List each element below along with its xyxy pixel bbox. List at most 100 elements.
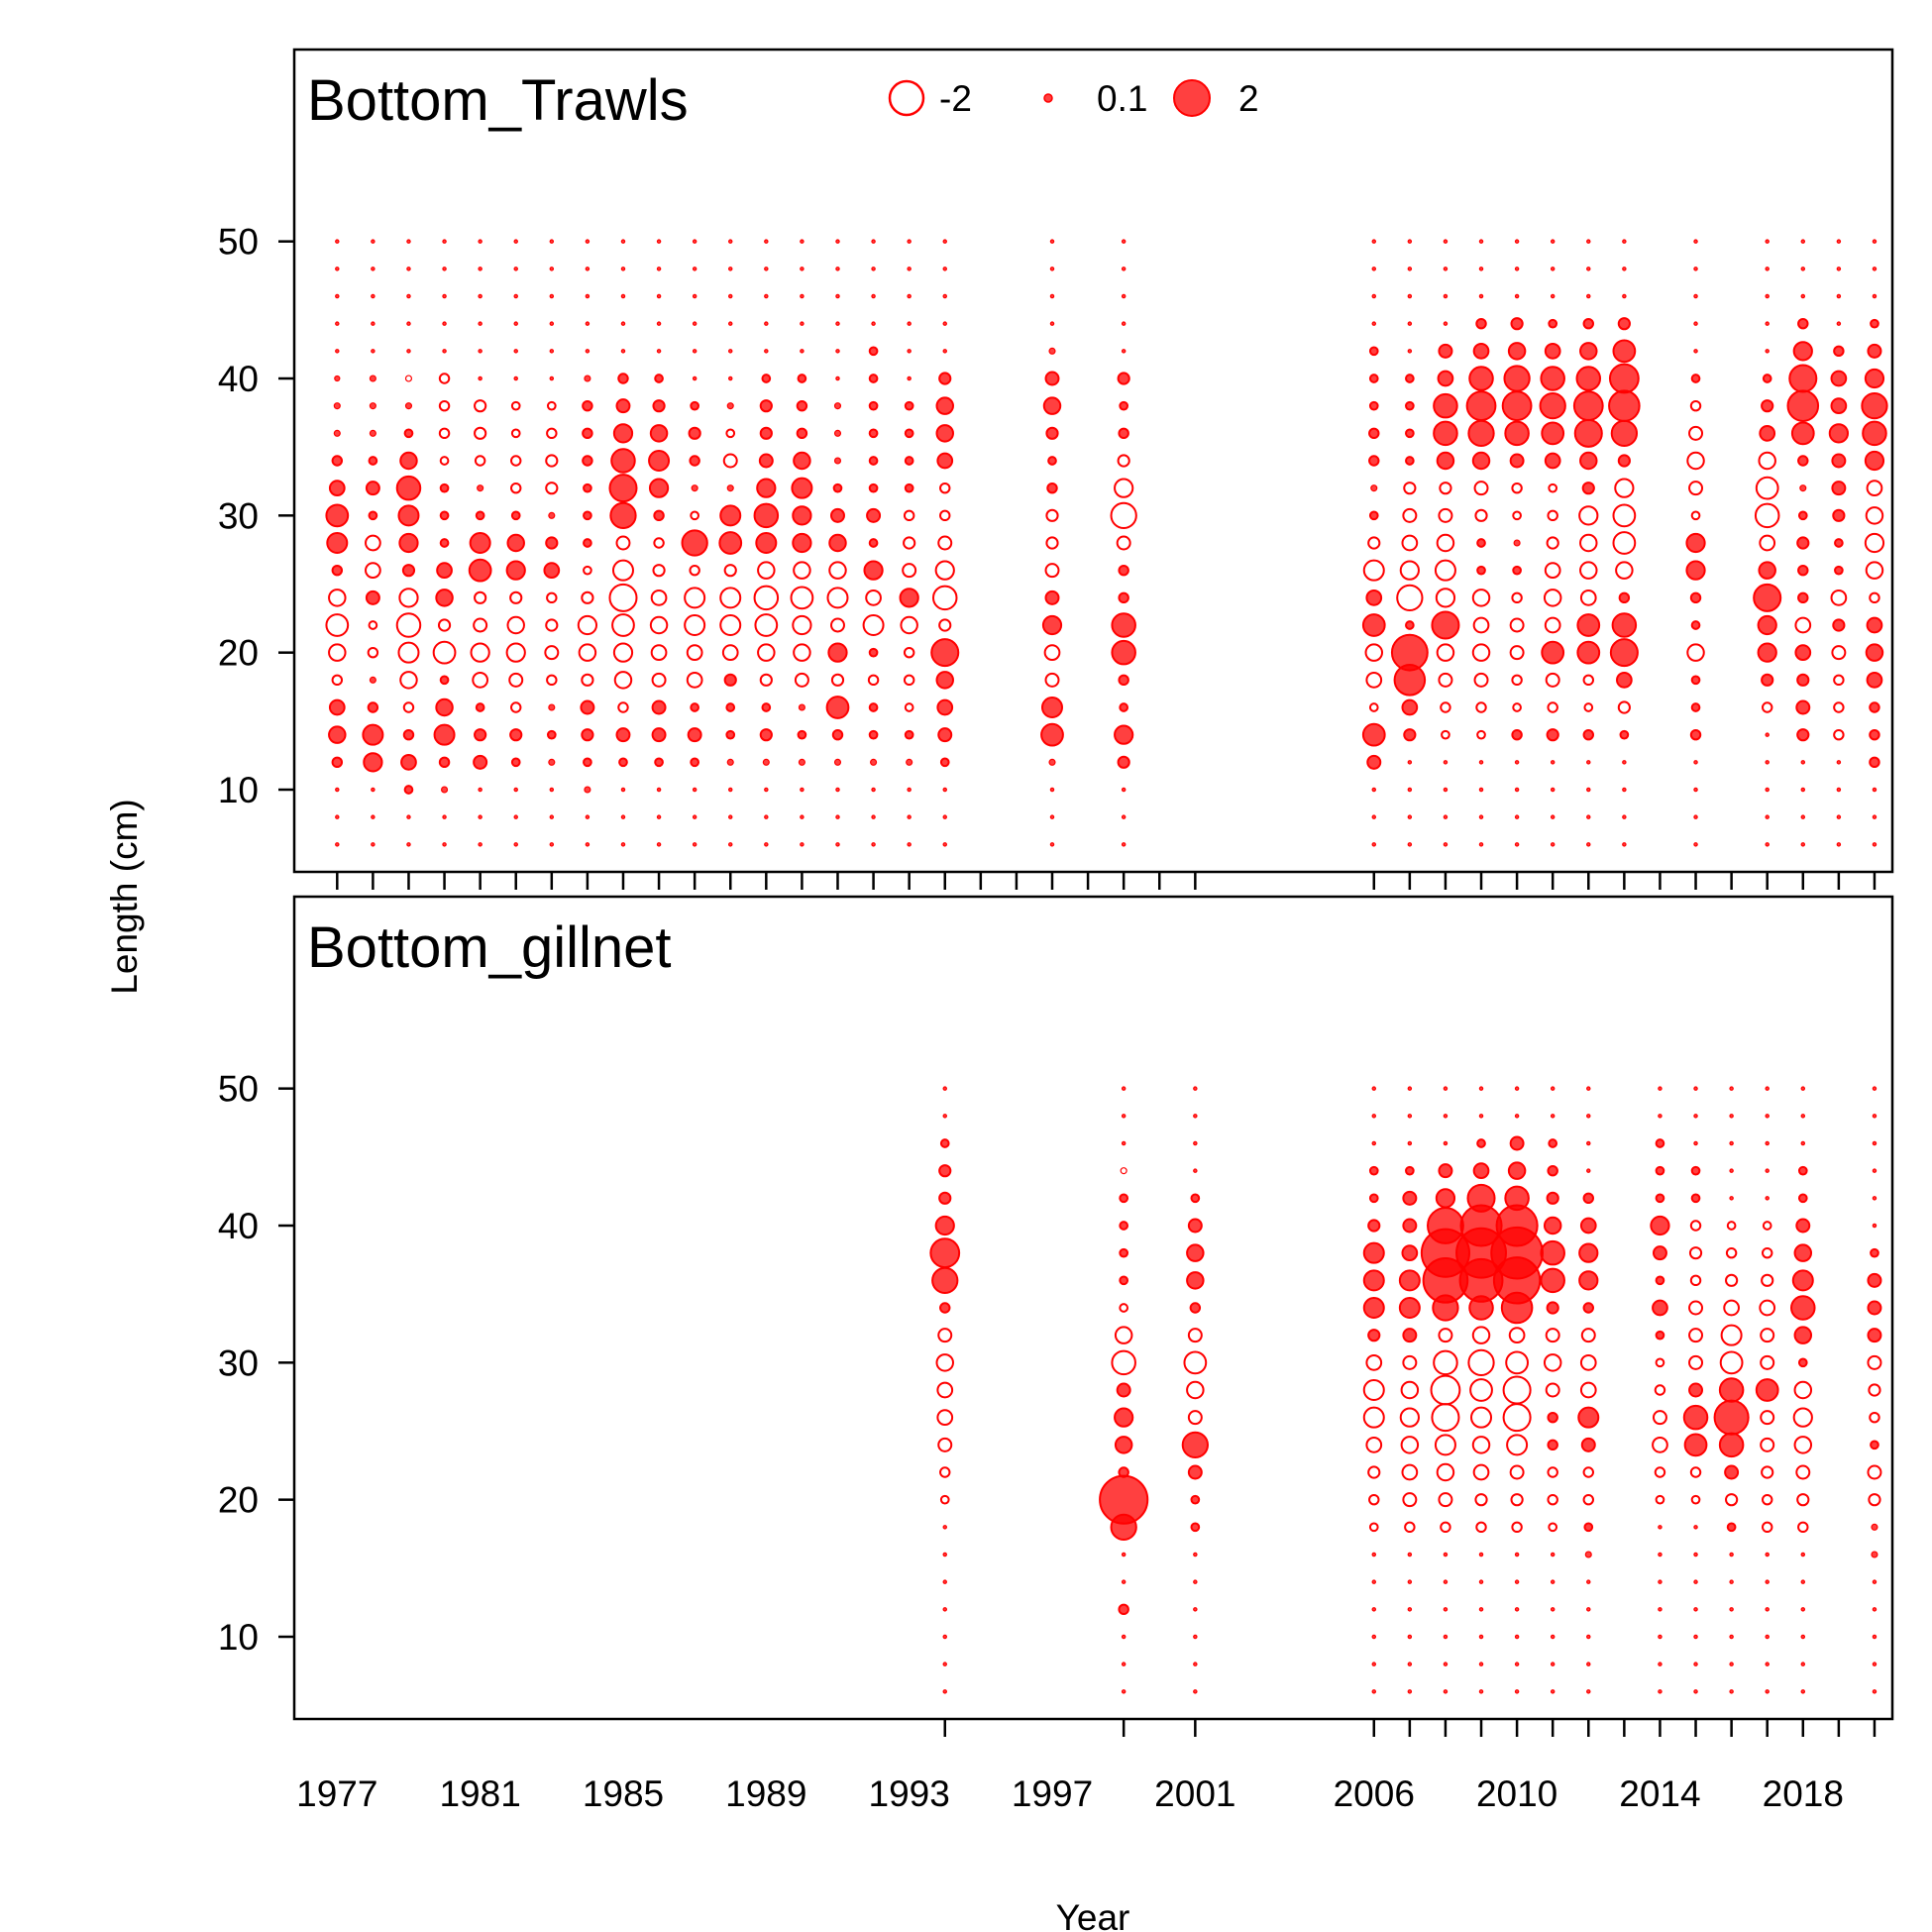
residual-bubble-negative: [404, 375, 413, 382]
residual-bubble-positive: [800, 349, 805, 354]
residual-bubble-negative: [1471, 643, 1491, 662]
residual-bubble-positive: [371, 239, 376, 244]
residual-bubble-positive: [1121, 239, 1127, 244]
residual-bubble-negative: [1547, 509, 1558, 522]
residual-bubble-positive: [1765, 1168, 1770, 1173]
residual-bubble-negative: [368, 620, 378, 630]
residual-bubble-positive: [549, 814, 555, 819]
residual-bubble-positive: [653, 509, 665, 522]
residual-bubble-positive: [1690, 1193, 1701, 1204]
x-tick-label: 2018: [1763, 1773, 1844, 1814]
residual-bubble-positive: [936, 698, 954, 716]
residual-bubble-positive: [1796, 728, 1810, 742]
legend-circle-pos2: [1173, 79, 1211, 117]
residual-bubble-positive: [406, 842, 411, 847]
residual-bubble-positive: [513, 321, 518, 326]
residual-bubble-positive: [1540, 366, 1565, 391]
residual-bubble-negative: [1509, 617, 1525, 633]
residual-bubble-positive: [1121, 1579, 1127, 1584]
residual-bubble-positive: [1550, 239, 1556, 244]
residual-bubble-negative: [546, 427, 558, 440]
legend: -2 0.1 2: [888, 78, 1259, 119]
residual-bubble-positive: [1514, 787, 1520, 793]
residual-bubble-positive: [1114, 1407, 1134, 1428]
residual-bubble-negative: [1652, 1436, 1668, 1453]
residual-bubble-positive: [328, 480, 346, 497]
residual-bubble-positive: [510, 757, 521, 768]
residual-bubble-positive: [1836, 321, 1842, 326]
residual-bubble-positive: [1586, 239, 1591, 244]
residual-bubble-positive: [764, 349, 769, 354]
residual-bubble-positive: [1693, 760, 1698, 765]
residual-bubble-positive: [1622, 239, 1627, 244]
residual-bubble-positive: [1693, 239, 1698, 244]
residual-bubble-positive: [442, 842, 447, 847]
residual-bubble-negative: [1505, 1350, 1529, 1375]
residual-bubble-positive: [800, 842, 805, 847]
residual-bubble-positive: [371, 349, 376, 354]
y-tick-label: 30: [218, 1342, 259, 1383]
residual-bubble-negative: [1543, 1353, 1562, 1372]
residual-bubble-positive: [1765, 732, 1770, 737]
residual-bubble-positive: [759, 426, 773, 440]
residual-bubble-positive: [1726, 1522, 1737, 1533]
x-tick-label: 1981: [439, 1773, 520, 1814]
residual-bubble-positive: [406, 814, 411, 819]
residual-bubble-positive: [1765, 267, 1770, 271]
y-tick-label: 40: [218, 359, 259, 399]
residual-bubble-positive: [1870, 318, 1879, 329]
residual-bubble-positive: [406, 267, 411, 271]
x-tick-label: 1989: [725, 1773, 806, 1814]
residual-bubble-positive: [1765, 349, 1770, 354]
residual-bubble-positive: [1121, 787, 1127, 793]
residual-bubble-negative: [937, 1328, 953, 1343]
residual-bubble-positive: [1187, 1464, 1203, 1480]
residual-bubble-negative: [1761, 1273, 1774, 1287]
residual-bubble-negative: [1438, 1492, 1453, 1508]
residual-bubble-negative: [510, 701, 522, 713]
residual-bubble-positive: [654, 757, 664, 768]
residual-bubble-negative: [719, 614, 742, 636]
residual-bubble-positive: [620, 814, 626, 819]
residual-bubble-positive: [335, 267, 340, 271]
residual-bubble-positive: [1872, 1579, 1878, 1584]
residual-bubble-positive: [608, 474, 638, 503]
residual-bubble-positive: [369, 375, 376, 382]
residual-bubble-negative: [1690, 510, 1701, 521]
residual-bubble-positive: [1872, 814, 1878, 819]
residual-bubble-positive: [1190, 1494, 1201, 1505]
residual-bubble-negative: [1547, 701, 1558, 713]
residual-bubble-negative: [1761, 1246, 1773, 1259]
residual-bubble-positive: [1579, 342, 1598, 361]
residual-bubble-positive: [692, 321, 698, 326]
residual-bubble-positive: [1371, 1689, 1377, 1694]
residual-bubble-negative: [1471, 1436, 1491, 1454]
residual-bubble-positive: [442, 321, 447, 326]
residual-bubble-positive: [1753, 583, 1782, 612]
residual-bubble-negative: [826, 587, 849, 609]
residual-bubble-positive: [656, 239, 662, 244]
residual-bubble-positive: [1544, 342, 1561, 360]
residual-bubble-positive: [1478, 1086, 1484, 1091]
residual-bubble-positive: [1577, 1406, 1600, 1429]
residual-bubble-positive: [761, 702, 772, 712]
residual-bubble-positive: [1119, 1193, 1129, 1204]
residual-bubble-positive: [1476, 1138, 1486, 1148]
residual-bubble-positive: [1729, 1579, 1734, 1584]
residual-bubble-positive: [620, 239, 626, 244]
residual-bubble-negative: [830, 617, 845, 633]
residual-bubble-positive: [904, 428, 914, 439]
residual-bubble-positive: [1362, 1297, 1385, 1319]
residual-bubble-positive: [1547, 1439, 1558, 1451]
residual-bubble-negative: [1396, 584, 1424, 611]
residual-bubble-negative: [794, 672, 809, 688]
residual-bubble-positive: [1862, 420, 1887, 447]
residual-bubble-positive: [1693, 1114, 1698, 1119]
residual-bubble-negative: [578, 643, 597, 662]
residual-bubble-negative: [936, 1409, 954, 1427]
residual-bubble-positive: [1121, 267, 1127, 271]
residual-bubble-positive: [1652, 1299, 1668, 1317]
residual-bubble-positive: [1401, 1244, 1419, 1262]
y-tick-label: 50: [218, 1069, 259, 1110]
residual-bubble-positive: [1828, 423, 1849, 444]
